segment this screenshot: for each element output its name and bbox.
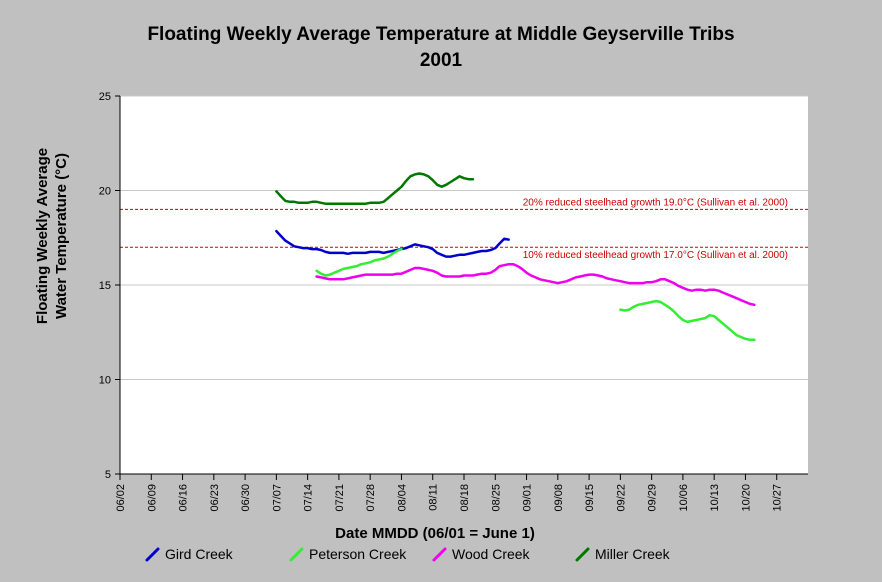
legend-swatch — [432, 547, 447, 562]
reference-lines: 20% reduced steelhead growth 19.0°C (Sul… — [120, 197, 808, 261]
legend-swatch — [145, 547, 160, 562]
x-tick-label: 07/07 — [271, 484, 283, 512]
series-lines — [275, 172, 756, 342]
x-tick-label: 09/22 — [615, 484, 627, 512]
y-tick-label: 25 — [99, 91, 111, 103]
x-tick-label: 06/09 — [146, 484, 158, 512]
x-tick-label: 07/14 — [303, 484, 315, 512]
x-tick-label: 10/13 — [709, 484, 721, 512]
chart-title-line-2: 2001 — [420, 50, 463, 71]
x-tick-label: 10/06 — [678, 484, 690, 512]
legend-swatch — [289, 547, 304, 562]
x-tick-label: 07/28 — [365, 484, 377, 512]
x-tick-label: 09/01 — [522, 484, 534, 512]
x-tick-label: 09/15 — [584, 484, 596, 512]
legend-label: Wood Creek — [452, 546, 531, 562]
y-axis-title-line-1: Floating Weekly Average — [34, 148, 51, 324]
reference-line-label: 20% reduced steelhead growth 19.0°C (Sul… — [523, 197, 788, 208]
series-line — [619, 299, 756, 342]
x-tick-label: 06/16 — [178, 484, 190, 512]
series-line — [315, 262, 756, 307]
axes: 5 10 15 20 25 06/02 06/09 06/16 06/23 06/30 07/07 0… — [99, 91, 808, 512]
y-tick-label: 20 — [99, 186, 111, 198]
legend: Gird Creek Peterson Creek Wood Creek Miller… — [145, 546, 671, 562]
legend-label: Peterson Creek — [309, 546, 407, 562]
x-tick-label: 06/23 — [209, 484, 221, 512]
series-line — [315, 247, 403, 277]
x-tick-label: 10/27 — [772, 484, 784, 512]
y-axis-title-line-2: Water Temperature (°C) — [53, 153, 70, 319]
y-tick-label: 5 — [105, 469, 111, 481]
x-tick-label: 07/21 — [334, 484, 346, 512]
x-tick-label: 08/11 — [428, 484, 440, 511]
x-tick-label: 09/29 — [647, 484, 659, 512]
x-tick-label: 06/02 — [115, 484, 127, 512]
y-tick-label: 10 — [99, 375, 111, 387]
legend-label: Gird Creek — [165, 546, 234, 562]
y-tick-label: 15 — [99, 280, 111, 292]
x-tick-label: 06/30 — [240, 484, 252, 512]
chart-title-line-1: Floating Weekly Average Temperature at M… — [147, 24, 734, 45]
series-line — [275, 229, 510, 258]
legend-label: Miller Creek — [595, 546, 671, 562]
legend-swatch — [575, 547, 590, 562]
x-tick-label: 08/04 — [396, 484, 408, 512]
grid-lines — [120, 95, 808, 380]
reference-line-label: 10% reduced steelhead growth 17.0°C (Sul… — [523, 250, 788, 261]
x-tick-label: 08/25 — [490, 484, 502, 512]
x-tick-label: 08/18 — [459, 484, 471, 512]
x-tick-label: 09/08 — [553, 484, 565, 512]
x-axis-title: Date MMDD (06/01 = June 1) — [335, 525, 535, 542]
series-line — [275, 172, 475, 205]
x-tick-label: 10/20 — [740, 484, 752, 512]
